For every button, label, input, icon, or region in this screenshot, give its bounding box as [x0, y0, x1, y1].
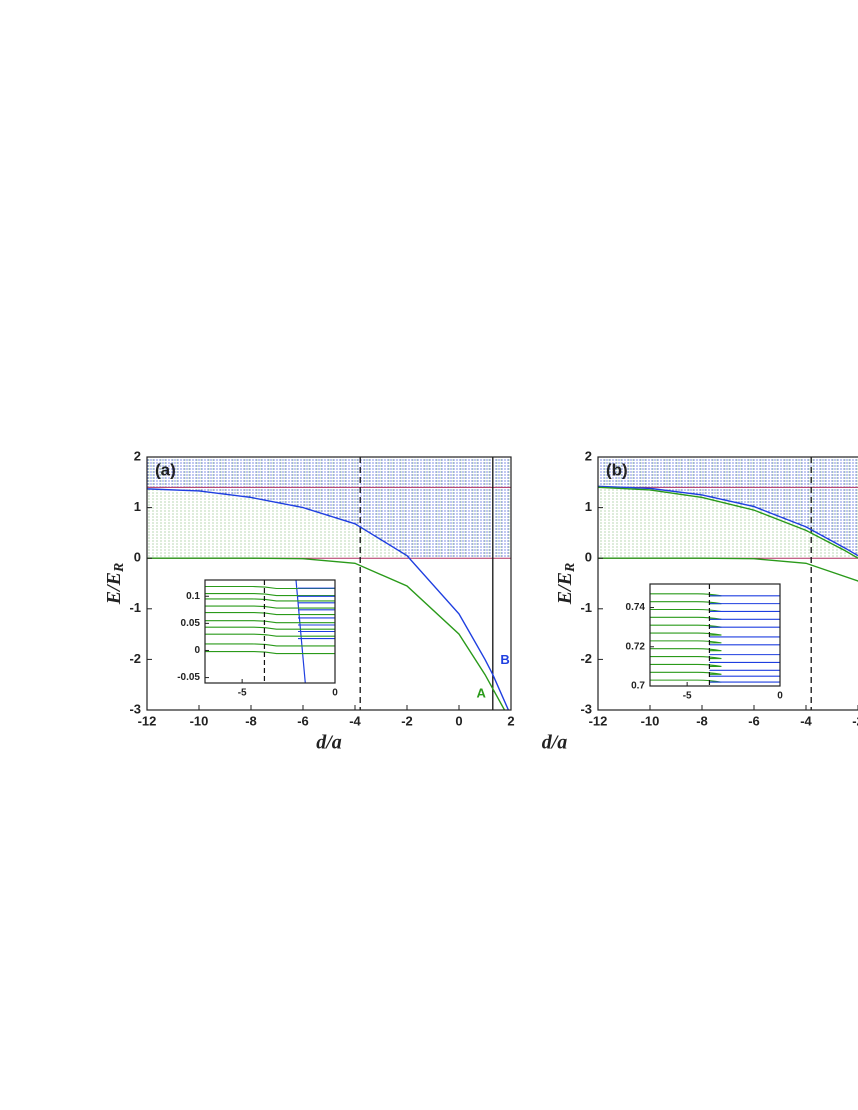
inset-y-tick-label: 0.05: [181, 618, 201, 629]
y-label-sub: R: [112, 563, 127, 573]
x-tick-label: -12: [589, 713, 608, 728]
inset: -5 0 -0.05 0 0.05 0.1: [177, 579, 338, 699]
y-axis-label: E/ER: [554, 563, 579, 606]
y-tick-label: -3: [129, 701, 141, 716]
y-tick-label: -2: [580, 651, 592, 666]
curve-label: A: [477, 685, 487, 700]
continuum-high: [147, 457, 511, 559]
inset-x-tick-label: -5: [683, 691, 692, 702]
inset-x-tick-label: 0: [777, 691, 783, 702]
curve: [147, 557, 506, 710]
curve: [598, 485, 858, 557]
inset-y-tick-label: 0.74: [626, 602, 646, 613]
inset-frame: [649, 583, 781, 687]
x-tick-label: -2: [852, 713, 858, 728]
inset-x-tick-label: -5: [238, 688, 247, 699]
y-tick-label: 1: [134, 499, 141, 514]
continuum-high: [598, 457, 858, 556]
y-axis-label: E/ER: [103, 563, 128, 606]
plot-frame: [597, 456, 858, 711]
x-tick-label: -10: [190, 713, 209, 728]
x-tick-label: 2: [507, 713, 514, 728]
panel-label: (b): [606, 460, 628, 479]
y-tick-label: -3: [580, 701, 592, 716]
inset-level: [205, 633, 335, 637]
x-tick-label: -4: [349, 713, 361, 728]
x-tick-label: -6: [748, 713, 760, 728]
inset-level: [205, 626, 335, 630]
y-tick-label: 0: [585, 550, 592, 565]
y-tick-label: -1: [129, 600, 141, 615]
curve-label: B: [500, 652, 509, 667]
x-tick-label: -6: [297, 713, 309, 728]
y-tick-label: 2: [585, 448, 592, 463]
inset-x-tick-label: 0: [332, 688, 338, 699]
x-tick-label: -10: [641, 713, 660, 728]
x-tick-label: -8: [245, 713, 257, 728]
x-tick-label: 0: [455, 713, 462, 728]
inset-frame: [204, 579, 336, 684]
inset: -5 0 0.7 0.72 0.74: [626, 583, 783, 702]
x-axis-label: d/a: [542, 732, 568, 754]
y-label-sub: R: [563, 563, 578, 573]
curve: [147, 488, 510, 710]
curve: [598, 486, 858, 559]
x-tick-label: -2: [401, 713, 413, 728]
plot-frame: [146, 456, 512, 711]
y-tick-label: 2: [134, 448, 141, 463]
y-tick-label: -2: [129, 651, 141, 666]
x-tick-label: -4: [800, 713, 812, 728]
inset-level: [205, 593, 335, 597]
panel-label: (a): [155, 460, 176, 479]
inset-level: [205, 585, 335, 590]
y-tick-label: 0: [134, 550, 141, 565]
x-tick-label: -12: [138, 713, 157, 728]
inset-y-tick-label: 0.1: [186, 591, 200, 602]
inset-y-tick-label: -0.05: [177, 672, 200, 683]
y-tick-label: -1: [580, 600, 592, 615]
inset-y-tick-label: 0.7: [631, 681, 645, 692]
x-axis-label: d/a: [316, 732, 342, 754]
x-tick-label: -8: [696, 713, 708, 728]
curve: [598, 557, 858, 582]
y-tick-label: 1: [585, 499, 592, 514]
inset-y-tick-label: 0: [194, 645, 200, 656]
inset-y-tick-label: 0.72: [626, 641, 646, 652]
y-label-main: E/E: [554, 572, 576, 605]
panel: -12-10-8-6-4-2-3-2-1012(b)d/aE/ER-500.70…: [542, 448, 858, 754]
y-label-main: E/E: [103, 572, 125, 605]
